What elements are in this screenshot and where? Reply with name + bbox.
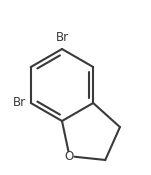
Text: Br: Br xyxy=(13,96,26,110)
Text: O: O xyxy=(65,150,74,163)
Text: Br: Br xyxy=(55,31,69,44)
